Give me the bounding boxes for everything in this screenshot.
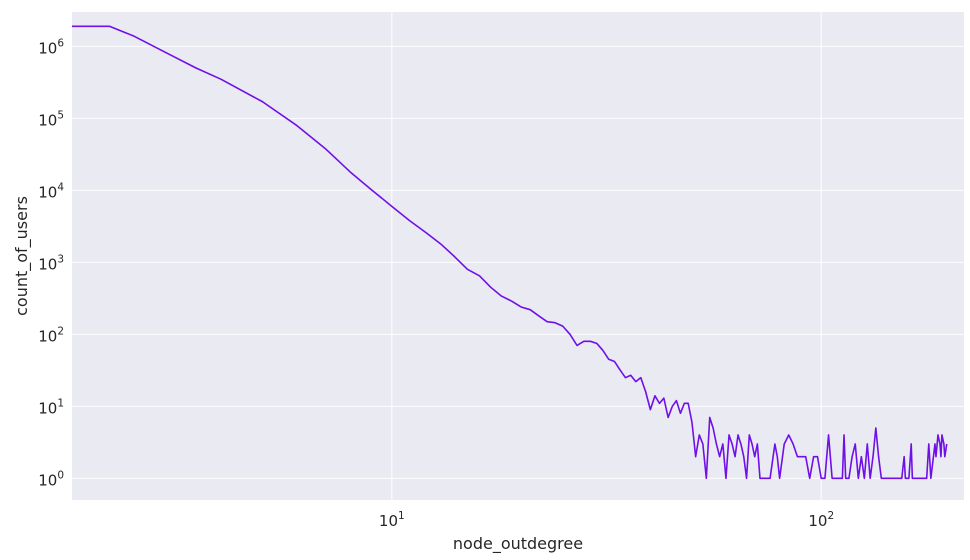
plot-area	[72, 12, 964, 500]
y-tick-label-exponent: 4	[57, 181, 64, 193]
y-tick-label-base: 10	[38, 399, 57, 417]
y-tick-label: 100	[38, 469, 64, 489]
y-tick-label: 106	[38, 37, 64, 57]
y-tick-label: 101	[38, 397, 64, 417]
x-tick-labels: 101 102	[379, 510, 834, 530]
y-tick-label-exponent: 3	[57, 253, 64, 265]
y-tick-label-base: 10	[38, 471, 57, 489]
x-tick-label-exponent: 2	[827, 510, 834, 522]
gridlines	[72, 12, 964, 500]
y-tick-label-base: 10	[38, 39, 57, 57]
y-tick-label: 104	[38, 181, 64, 201]
y-tick-label: 102	[38, 325, 64, 345]
y-tick-label: 105	[38, 109, 64, 129]
y-tick-label-exponent: 1	[57, 397, 64, 409]
x-tick-label: 101	[379, 510, 405, 530]
series-line	[72, 25, 948, 480]
y-tick-label-exponent: 0	[57, 469, 64, 481]
y-tick-label-exponent: 2	[57, 325, 64, 337]
y-tick-label-exponent: 6	[57, 37, 64, 49]
y-tick-label-exponent: 5	[57, 109, 64, 121]
x-tick-label-exponent: 1	[398, 510, 405, 522]
y-tick-label-base: 10	[38, 327, 57, 345]
y-tick-label-base: 10	[38, 255, 57, 273]
y-axis-label: count_of_users	[12, 196, 32, 316]
x-tick-label: 102	[808, 510, 834, 530]
series-layer	[72, 25, 948, 480]
x-tick-label-base: 10	[379, 512, 398, 530]
y-tick-label-base: 10	[38, 111, 57, 129]
x-tick-label-base: 10	[808, 512, 827, 530]
y-tick-label: 103	[38, 253, 64, 273]
x-axis-label: node_outdegree	[453, 534, 583, 554]
y-tick-label-base: 10	[38, 183, 57, 201]
